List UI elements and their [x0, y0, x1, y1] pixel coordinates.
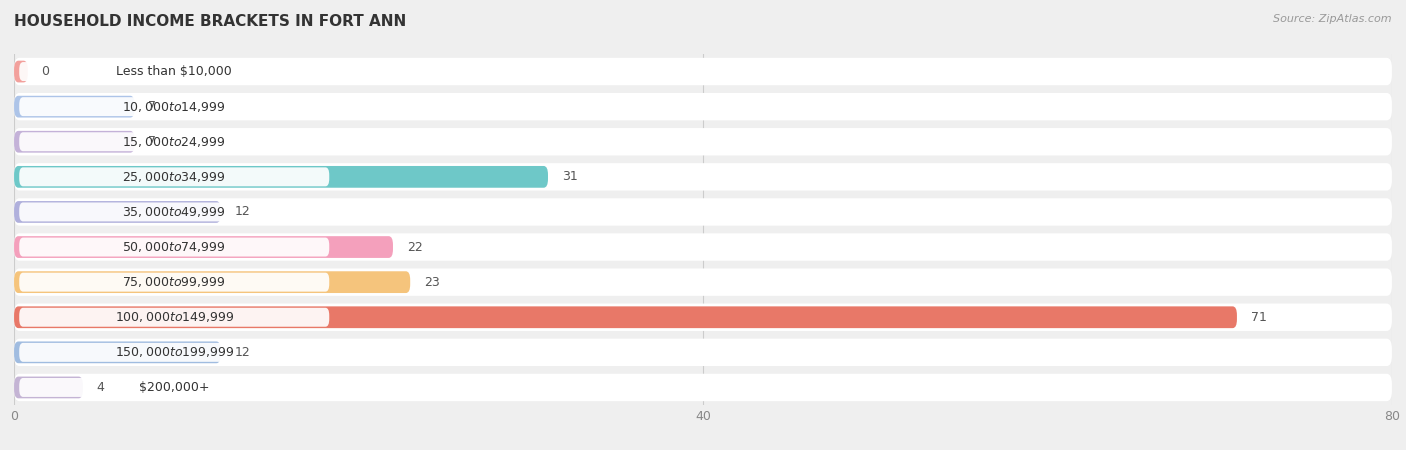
Text: $150,000 to $199,999: $150,000 to $199,999: [114, 345, 233, 360]
FancyBboxPatch shape: [14, 236, 394, 258]
FancyBboxPatch shape: [14, 304, 1392, 331]
FancyBboxPatch shape: [14, 201, 221, 223]
FancyBboxPatch shape: [14, 198, 1392, 225]
FancyBboxPatch shape: [14, 374, 1392, 401]
FancyBboxPatch shape: [14, 234, 1392, 261]
Text: $50,000 to $74,999: $50,000 to $74,999: [122, 240, 226, 254]
FancyBboxPatch shape: [20, 378, 329, 397]
Text: $15,000 to $24,999: $15,000 to $24,999: [122, 135, 226, 149]
FancyBboxPatch shape: [14, 61, 28, 82]
FancyBboxPatch shape: [14, 58, 1392, 85]
Text: $10,000 to $14,999: $10,000 to $14,999: [122, 99, 226, 114]
FancyBboxPatch shape: [14, 269, 1392, 296]
FancyBboxPatch shape: [14, 342, 221, 363]
FancyBboxPatch shape: [20, 308, 329, 327]
Text: $100,000 to $149,999: $100,000 to $149,999: [114, 310, 233, 324]
FancyBboxPatch shape: [20, 62, 329, 81]
FancyBboxPatch shape: [14, 163, 1392, 190]
Text: HOUSEHOLD INCOME BRACKETS IN FORT ANN: HOUSEHOLD INCOME BRACKETS IN FORT ANN: [14, 14, 406, 28]
Text: $75,000 to $99,999: $75,000 to $99,999: [122, 275, 226, 289]
FancyBboxPatch shape: [20, 238, 329, 256]
Text: 31: 31: [562, 171, 578, 183]
Text: 12: 12: [235, 346, 250, 359]
Text: 4: 4: [97, 381, 104, 394]
FancyBboxPatch shape: [20, 343, 329, 362]
FancyBboxPatch shape: [14, 128, 1392, 155]
Text: 7: 7: [149, 100, 156, 113]
Text: Source: ZipAtlas.com: Source: ZipAtlas.com: [1274, 14, 1392, 23]
Text: 0: 0: [42, 65, 49, 78]
FancyBboxPatch shape: [14, 339, 1392, 366]
FancyBboxPatch shape: [14, 377, 83, 398]
Text: 12: 12: [235, 206, 250, 218]
FancyBboxPatch shape: [14, 96, 135, 117]
Text: $200,000+: $200,000+: [139, 381, 209, 394]
FancyBboxPatch shape: [20, 202, 329, 221]
Text: 7: 7: [149, 135, 156, 148]
FancyBboxPatch shape: [20, 167, 329, 186]
Text: 22: 22: [406, 241, 423, 253]
FancyBboxPatch shape: [14, 271, 411, 293]
Text: 71: 71: [1251, 311, 1267, 324]
Text: $25,000 to $34,999: $25,000 to $34,999: [122, 170, 226, 184]
FancyBboxPatch shape: [14, 306, 1237, 328]
FancyBboxPatch shape: [20, 132, 329, 151]
FancyBboxPatch shape: [14, 93, 1392, 120]
FancyBboxPatch shape: [14, 166, 548, 188]
Text: 23: 23: [425, 276, 440, 288]
FancyBboxPatch shape: [14, 131, 135, 153]
Text: Less than $10,000: Less than $10,000: [117, 65, 232, 78]
Text: $35,000 to $49,999: $35,000 to $49,999: [122, 205, 226, 219]
FancyBboxPatch shape: [20, 97, 329, 116]
FancyBboxPatch shape: [20, 273, 329, 292]
